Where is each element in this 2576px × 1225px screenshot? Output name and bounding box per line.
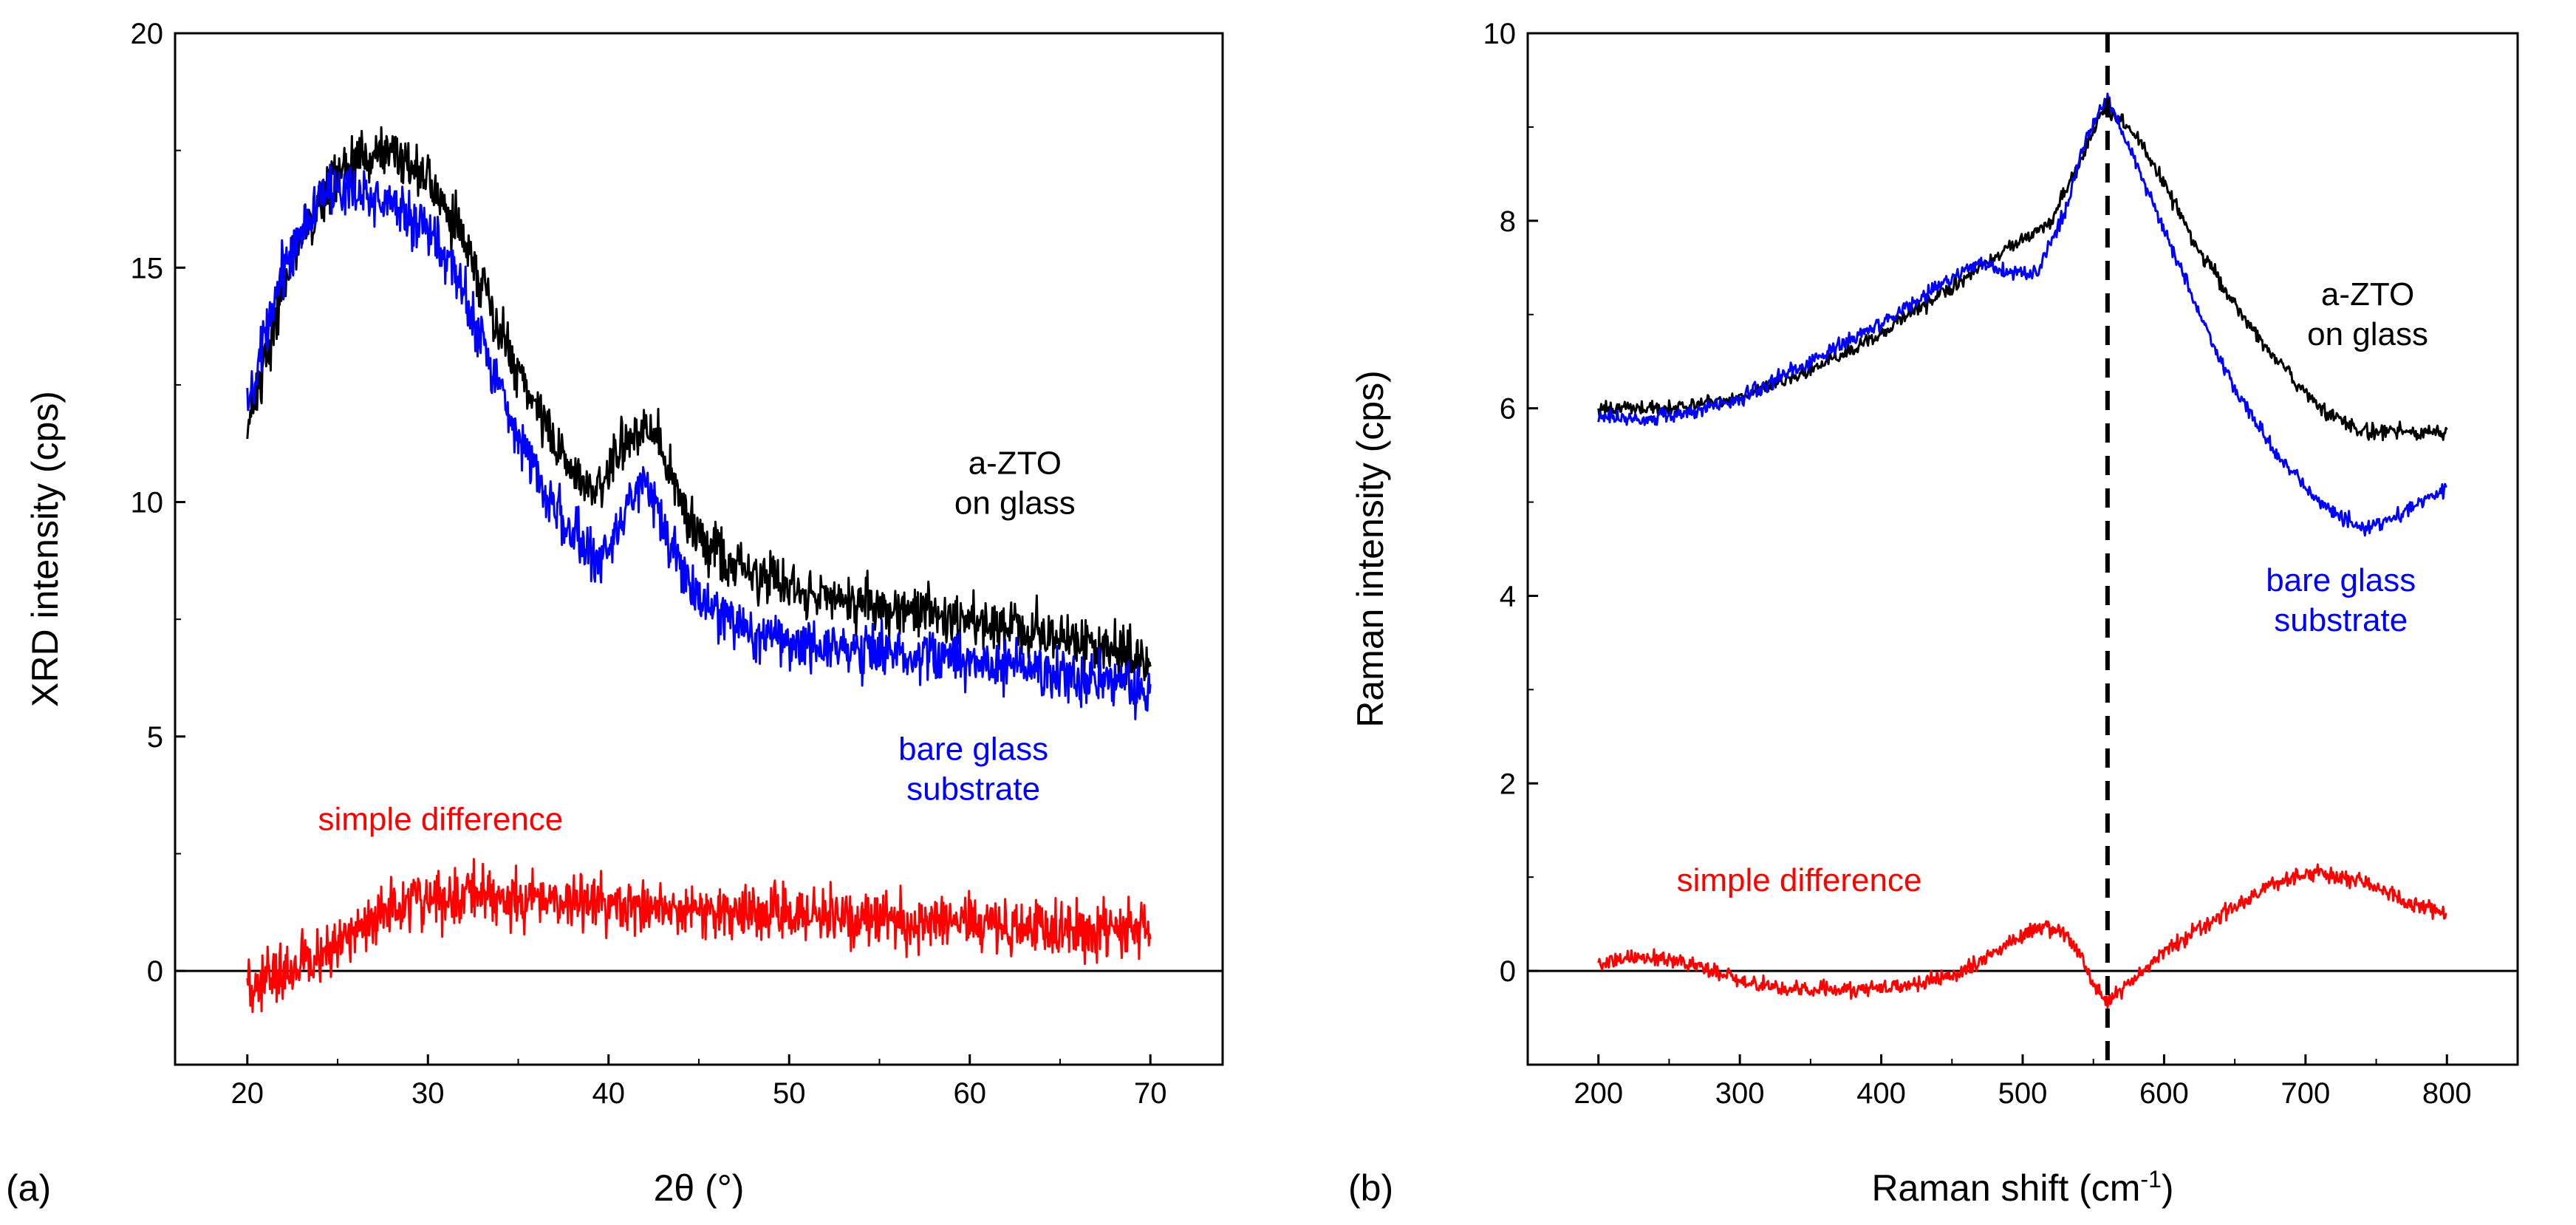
- panel-b-y-tick-label: 10: [1483, 18, 1517, 50]
- panel-a-y-tick-label: 0: [147, 955, 163, 988]
- panel-a-annotation: simple difference: [318, 802, 563, 838]
- panel-b-chart: 200 300 400 500 600 700 800 0 2 4 6 8 10 a-ZTO on gla…: [1348, 18, 2519, 1209]
- panel-b-annotation: a-ZTO on glass: [2307, 276, 2428, 352]
- panel-a-chart: 20 30 40 50 60 70 0 5 10 15 20 a-ZTO on glass bare g…: [6, 18, 1224, 1209]
- panel-b-x-tick-label: 200: [1574, 1077, 1623, 1110]
- panel-a-annotation-line: on glass: [954, 485, 1076, 521]
- panel-b-x-tick-label: 300: [1715, 1077, 1765, 1110]
- panel-a-x-tick-label: 40: [592, 1077, 626, 1110]
- panel-b-series-difference: [1597, 863, 2447, 1009]
- panel-b-annotation-line: a-ZTO: [2321, 276, 2414, 313]
- panel-a-plot-area: [175, 126, 1223, 1014]
- panel-a-axes: 20 30 40 50 60 70 0 5 10 15 20: [131, 18, 1167, 1110]
- panel-b-plot-area: [1528, 33, 2518, 1065]
- panel-b-axes: 200 300 400 500 600 700 800 0 2 4 6 8 10: [1483, 18, 2472, 1110]
- panel-a-y-tick-label: 15: [131, 252, 164, 284]
- panel-a-annotation: a-ZTO on glass: [954, 445, 1076, 521]
- panel-a-annotation-line: a-ZTO: [968, 445, 1062, 481]
- panel-b-y-tick-label: 6: [1500, 393, 1516, 426]
- panel-b-y-tick-label: 8: [1500, 205, 1516, 238]
- panel-b-x-tick-label: 500: [1998, 1077, 2048, 1110]
- panel-a-x-tick-label: 70: [1134, 1077, 1167, 1110]
- panel-b-frame: [1526, 32, 2519, 1066]
- panel-b-series-substrate: [1597, 92, 2447, 537]
- panel-a-annotation-line: simple difference: [318, 802, 563, 838]
- panel-a-x-tick-label: 20: [231, 1077, 264, 1110]
- panel-b-y-tick-label: 4: [1500, 580, 1516, 612]
- panel-b-x-tick-label: 700: [2281, 1077, 2330, 1110]
- panel-a-x-axis-label: 2θ (°): [654, 1167, 745, 1209]
- panel-a-annotation-line: bare glass: [898, 731, 1048, 768]
- panel-b-annotation: simple difference: [1677, 862, 1922, 898]
- panel-b-x-axis-label-end: ): [2162, 1167, 2174, 1209]
- panel-a-y-tick-label: 20: [131, 18, 164, 50]
- panel-a-series-film: [246, 126, 1152, 686]
- panel-b-x-tick-label: 400: [1856, 1077, 1906, 1110]
- panel-a-x-tick-label: 60: [953, 1077, 986, 1110]
- panel-a-x-tick-label: 30: [411, 1077, 445, 1110]
- panel-a-annotation: bare glass substrate: [898, 731, 1048, 808]
- panel-b-series-group: [1528, 33, 2518, 1065]
- panel-b-x-axis-label-sup: -1: [2140, 1166, 2161, 1192]
- panel-b-series-film: [1597, 103, 2448, 442]
- panel-b-y-tick-label: 2: [1500, 768, 1516, 800]
- panel-b-annotation-line: substrate: [2274, 602, 2408, 638]
- panel-b-y-tick-label: 0: [1500, 955, 1516, 988]
- panel-a-label: (a): [6, 1167, 51, 1209]
- panel-a-series-substrate: [246, 163, 1152, 720]
- panel-a-y-tick-label: 10: [131, 487, 164, 519]
- panel-b-annotation-line: on glass: [2307, 316, 2428, 352]
- panel-b-annotations: a-ZTO on glass bare glass substrate simple d…: [1677, 276, 2428, 898]
- panel-a-annotation-line: substrate: [906, 771, 1040, 808]
- panel-a-y-tick-label: 5: [147, 721, 163, 754]
- panel-a-series-difference: [246, 858, 1152, 1014]
- panel-b-annotation: bare glass substrate: [2266, 562, 2416, 638]
- panel-a-x-tick-label: 50: [773, 1077, 806, 1110]
- panel-b-label: (b): [1348, 1167, 1393, 1209]
- panel-b-x-tick-label: 600: [2139, 1077, 2189, 1110]
- panel-b-x-axis-label-main: Raman shift (cm: [1871, 1167, 2140, 1209]
- panel-a-y-axis-label: XRD intensity (cps): [24, 391, 66, 707]
- panel-b-x-tick-label: 800: [2422, 1077, 2472, 1110]
- panel-b-x-axis-label: Raman shift (cm-1): [1871, 1166, 2173, 1209]
- panel-b-annotation-line: simple difference: [1677, 862, 1922, 898]
- panel-b-annotation-line: bare glass: [2266, 562, 2416, 598]
- panel-a-series-group: [175, 126, 1223, 1014]
- panel-b-y-axis-label: Raman intensity (cps): [1350, 370, 1391, 728]
- panel-a-annotations: a-ZTO on glass bare glass substrate simple d…: [318, 445, 1075, 837]
